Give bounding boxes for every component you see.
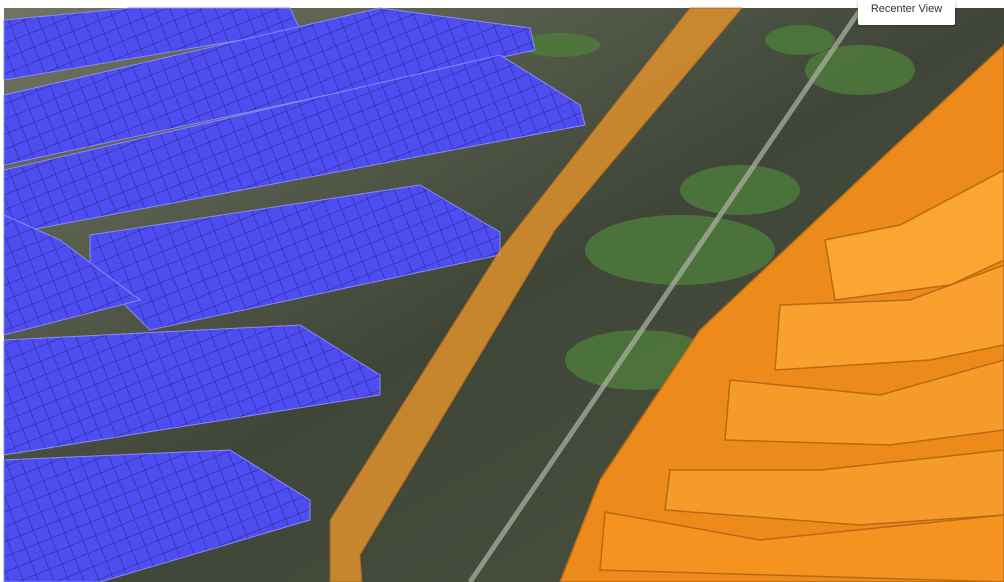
orange-barrier xyxy=(329,7,744,582)
vegetation xyxy=(520,25,915,390)
orange-structure xyxy=(559,43,1004,582)
recenter-view-button[interactable]: Recenter View xyxy=(858,0,955,25)
road-edge xyxy=(467,8,863,582)
